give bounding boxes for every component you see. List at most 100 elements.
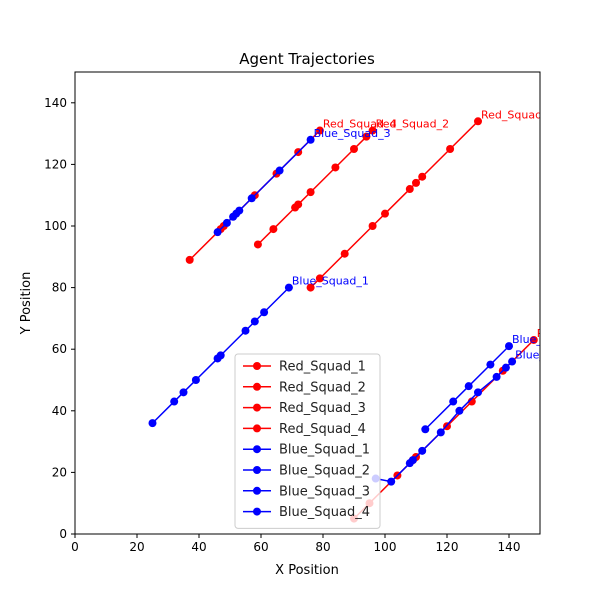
data-point (222, 218, 231, 227)
legend-item: Red_Squad_2 (243, 380, 366, 395)
x-tick-label: 40 (191, 540, 206, 554)
data-point (362, 132, 371, 141)
legend-item: Blue_Squad_2 (243, 464, 370, 479)
series-end-label: Blue_Squad_1 (292, 275, 369, 288)
plot-frame (74, 71, 541, 535)
chart-title: Agent Trajectories (239, 50, 375, 68)
data-point (315, 274, 324, 283)
end-labels: Red_Squad_1 Red_Squad_2 Red_Squad_3 Red_Squ… (292, 108, 600, 362)
data-point (191, 376, 200, 384)
data-point (492, 372, 501, 381)
data-point (306, 188, 315, 197)
data-point (350, 145, 358, 153)
series-end-label: Red_Squad_4 (323, 118, 397, 131)
data-point (405, 185, 414, 194)
y-tick-label: 100 (44, 219, 67, 233)
legend-item: Blue_Squad_3 (243, 484, 370, 499)
y-tick-label: 20 (52, 465, 67, 479)
legend-marker (253, 424, 261, 433)
y-tick-label: 120 (44, 157, 67, 171)
y-tick-label: 140 (44, 96, 67, 110)
legend-marker (253, 403, 261, 412)
legend-marker (253, 445, 261, 454)
x-tick-label: 100 (374, 540, 397, 554)
data-point (368, 126, 377, 135)
data-point (464, 382, 473, 391)
x-axis-label: X Position (275, 563, 339, 578)
legend-label: Blue_Squad_2 (279, 464, 370, 479)
data-point (368, 222, 377, 230)
legend-marker (253, 466, 261, 474)
data-point (474, 117, 482, 126)
data-point (418, 172, 427, 181)
series-end-label: Blue_Squad_3 (314, 127, 391, 140)
data-point (446, 145, 455, 153)
legend-item: Blue_Squad_4 (243, 505, 370, 520)
data-point (306, 283, 315, 292)
legend-box (234, 353, 381, 529)
series-end-label: Blue_Squad_2 (515, 349, 592, 362)
legend-label: Red_Squad_3 (279, 401, 366, 416)
legend-label: Red_Squad_1 (279, 360, 366, 375)
series-Red_Squad_1 (306, 117, 482, 292)
y-tick-label: 0 (59, 527, 67, 541)
x-tick-label: 140 (498, 540, 521, 554)
data-point (213, 228, 222, 237)
legend-marker (253, 362, 261, 370)
data-point (247, 194, 256, 203)
legend-marker (253, 382, 261, 391)
legend-label: Red_Squad_2 (279, 380, 366, 395)
legend-item: Blue_Squad_1 (243, 443, 370, 458)
legend-marker (253, 507, 261, 516)
data-point (294, 200, 303, 209)
series-Blue_Squad_4 (421, 342, 513, 434)
data-point (315, 126, 324, 135)
legend-item: Red_Squad_4 (243, 422, 366, 437)
series-end-label: Red_Squad_1 (481, 108, 555, 121)
data-point (418, 446, 427, 455)
data-point (331, 163, 340, 172)
y-tick-label: 40 (52, 404, 67, 418)
data-point (306, 135, 315, 144)
data-point (269, 225, 278, 234)
series-Blue_Squad_1 (148, 283, 293, 428)
data-point (508, 357, 517, 366)
legend-label: Blue_Squad_1 (279, 443, 370, 458)
data-point (253, 240, 262, 249)
series-end-label: Red_Squad_3 (537, 327, 600, 340)
axes: 0 20 40 60 80 100 120 140 0 20 40 60 80 100 120 140 (44, 71, 541, 554)
x-tick-label: 60 (253, 540, 268, 554)
series-line (310, 120, 479, 289)
y-tick-label: 80 (52, 281, 67, 295)
data-point (421, 425, 430, 434)
data-point (250, 317, 259, 326)
data-point (387, 477, 396, 486)
data-point (185, 255, 194, 264)
y-axis-label: Y Position (19, 272, 34, 336)
data-point (529, 335, 538, 344)
data-point (216, 351, 225, 360)
series-Blue_Squad_3 (213, 135, 315, 237)
data-point (381, 209, 389, 218)
data-point (241, 326, 250, 335)
series-Red_Squad_2 (253, 126, 377, 249)
legend-label: Blue_Squad_3 (279, 484, 370, 499)
legend-label: Blue_Squad_4 (279, 505, 370, 520)
data-point (275, 166, 284, 175)
data-point (179, 388, 188, 397)
legend: Red_Squad_1 Red_Squad_2 Red_Squad_3 Red_Squ… (234, 353, 381, 529)
data-point (284, 283, 293, 292)
data-point (501, 363, 510, 372)
y-tick-label: 60 (52, 342, 67, 356)
data-point (455, 406, 464, 415)
data-point (412, 178, 420, 187)
data-point (436, 428, 445, 437)
data-point (170, 397, 179, 406)
data-point (148, 419, 157, 428)
data-point (486, 360, 495, 369)
x-tick-label: 0 (71, 540, 79, 554)
data-point (235, 206, 244, 215)
data-point (408, 456, 417, 465)
series-end-label: Blue_Squad_4 (512, 333, 589, 346)
legend-label: Red_Squad_4 (279, 422, 366, 437)
